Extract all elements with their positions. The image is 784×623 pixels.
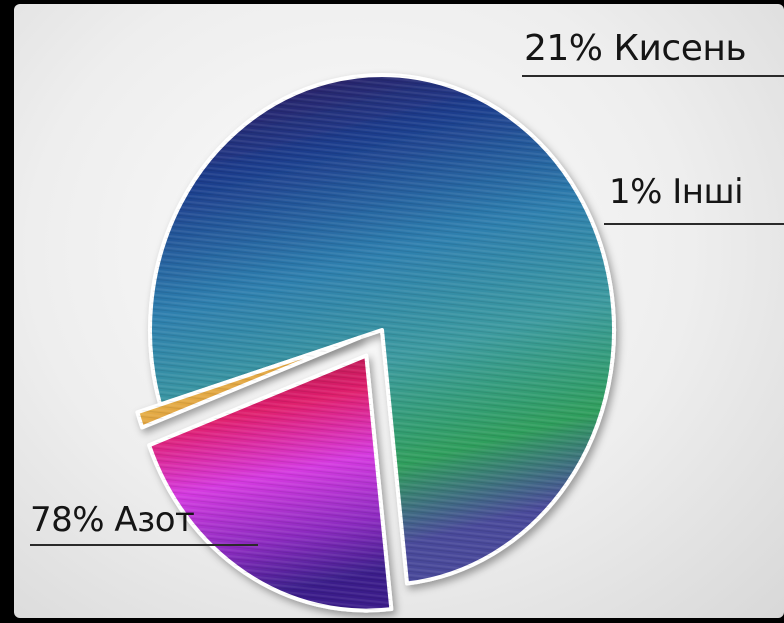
pie-slice-oxygen bbox=[147, 353, 394, 613]
slice-label-other: 1% Інші bbox=[609, 172, 744, 212]
pie-slices bbox=[135, 73, 616, 613]
slice-label-nitrogen: 78% Азот bbox=[30, 500, 195, 540]
pie-slice-nitrogen bbox=[148, 73, 616, 586]
slice-label-oxygen: 21% Кисень bbox=[524, 28, 747, 69]
label-leader-lines bbox=[30, 75, 784, 546]
pie-slice-other bbox=[135, 335, 362, 430]
